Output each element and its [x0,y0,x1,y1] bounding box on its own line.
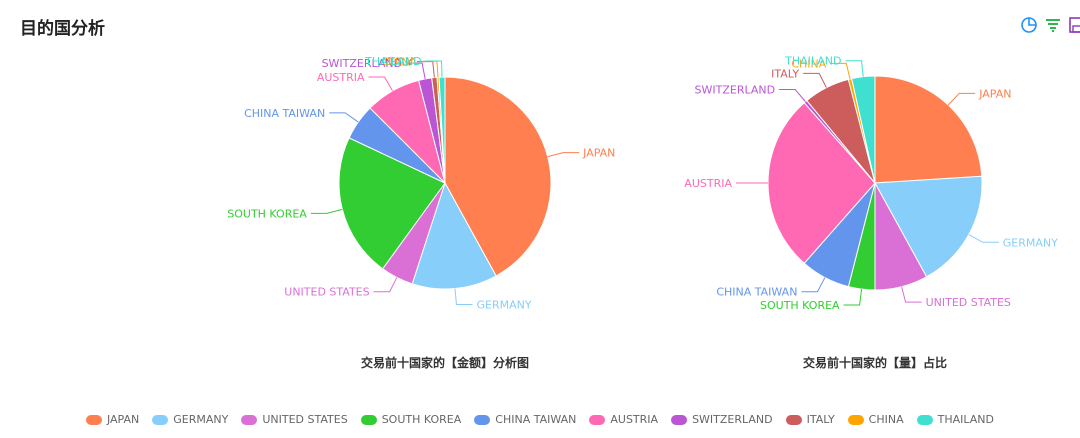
pie-1-label-line [547,152,580,158]
legend-swatch [241,414,258,425]
pie-2-label: CHINA TAIWAN [716,286,797,299]
legend-item-south-korea[interactable]: SOUTH KOREA [360,413,462,426]
legend-item-italy[interactable]: ITALY [785,413,835,426]
legend-swatch [916,414,933,425]
pie-1-label: CHINA [382,55,417,68]
page-title: 目的国分析 [20,19,105,39]
legend-label: SOUTH KOREA [381,413,462,426]
pie-1-label-line [454,288,473,305]
pie-2-label: SWITZERLAND [695,83,776,96]
legend-label: AUSTRIA [610,413,659,426]
legend-item-united-states[interactable]: UNITED STATES [241,413,348,426]
pie-1-label: GERMANY [476,298,531,311]
legend-label: CHINA [868,413,904,426]
pie-1-label: JAPAN [582,147,615,160]
legend-swatch [589,414,606,425]
pie-1-label: AUSTRIA [317,71,365,84]
pie-2-label: UNITED STATES [926,296,1011,309]
pie-1-slice-japan[interactable] [444,76,552,277]
legend-item-japan[interactable]: JAPAN [85,413,140,426]
pie-1-label-line [368,76,393,92]
pie-1-label: ITALY [385,56,413,69]
legend-label: SWITZERLAND [692,413,773,426]
legend-swatch [785,414,802,425]
pie-2-label-line [845,60,864,77]
pie-2-label: GERMANY [1003,236,1058,249]
pie-1-label: UNITED STATES [284,286,369,299]
legend-item-switzerland[interactable]: SWITZERLAND [671,413,773,426]
legend-swatch [85,414,102,425]
pie-1-label: CHINA TAIWAN [244,107,325,120]
pie-2-label-line [843,289,863,306]
filter-icon[interactable] [1044,16,1062,34]
pie-2-slice-germany[interactable] [874,175,983,278]
pie-2-label: ITALY [771,67,799,80]
legend-swatch [152,414,169,425]
save-icon[interactable] [1068,16,1080,34]
pie-2-label: CHINA [791,57,826,70]
pie-1-label-line [310,208,343,214]
legend-item-austria[interactable]: AUSTRIA [589,413,658,426]
chart-toolbox [1020,16,1080,34]
pie-2-slice-japan[interactable] [874,75,983,184]
legend-swatch [671,414,688,425]
legend-item-china-taiwan[interactable]: CHINA TAIWAN [474,413,576,426]
legend-swatch [474,414,491,425]
pie-1-slice-germany[interactable] [411,181,497,290]
pie-1-label-line [406,62,426,79]
pie-chart-icon[interactable] [1020,16,1038,34]
pie-2-label-line [947,92,976,106]
pie-1-label-line [425,60,443,78]
legend-label: GERMANY [173,413,229,426]
legend-label: JAPAN [106,413,140,426]
pie-2-label: JAPAN [978,87,1011,100]
pie-2-slice-austria[interactable] [767,102,876,264]
pie-2-slice-thailand[interactable] [851,75,876,184]
pie-2-label-line [830,62,851,80]
pie-1-label: SOUTH KOREA [227,207,307,220]
legend-swatch [360,414,377,425]
pie-1-label: SWITZERLAND [322,57,403,70]
pie-1-title: 交易前十国家的【金额】分析图 [360,356,529,370]
pie-2-label-line [968,234,999,243]
pie-2-label-line [801,277,826,293]
pie-2-label-line [779,88,806,102]
legend-label: ITALY [806,413,835,426]
pie-2-label: AUSTRIA [684,177,732,190]
pie-2-title: 交易前十国家的【量】占比 [802,356,947,370]
pie-2-label-line [901,286,922,303]
pie-1-label-line [329,112,359,123]
legend-item-thailand[interactable]: THAILAND [916,413,994,426]
legend-item-china[interactable]: CHINA [847,413,904,426]
legend-label: THAILAND [937,413,994,426]
legend-label: UNITED STATES [262,413,348,426]
legend-swatch [847,414,864,425]
pie-2-label-line [803,72,827,88]
chart-legend: JAPAN GERMANY UNITED STATES SOUTH KOREA CHIN… [0,413,1080,426]
legend-item-germany[interactable]: GERMANY [152,413,228,426]
pie-1-label: THAILAND [364,55,421,68]
pie-2-label: THAILAND [784,55,841,68]
pie-2-label: SOUTH KOREA [760,299,840,312]
legend-label: CHINA TAIWAN [495,413,577,426]
pie-1-label-line [373,277,398,293]
